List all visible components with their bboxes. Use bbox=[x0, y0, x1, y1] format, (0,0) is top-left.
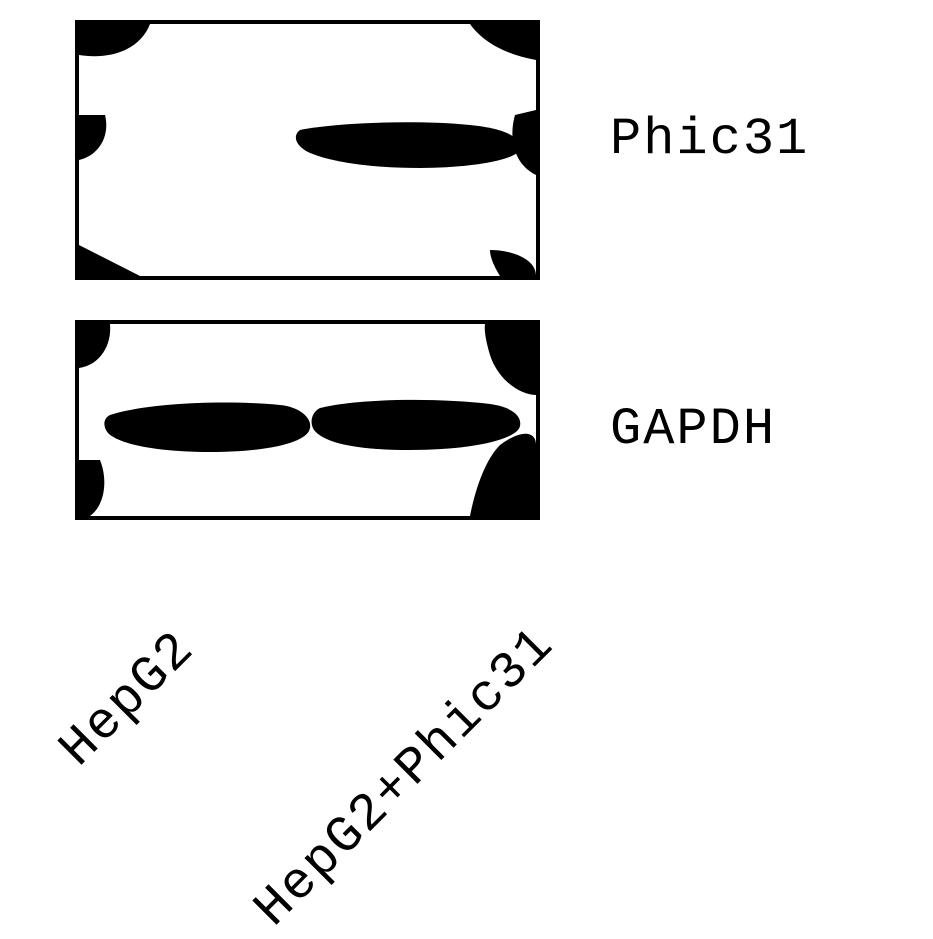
edge-artifact-7 bbox=[485, 324, 536, 395]
edge-artifact-9 bbox=[470, 434, 536, 516]
edge-artifact-4 bbox=[79, 245, 140, 276]
edge-artifact-2 bbox=[79, 115, 106, 160]
row-label-gapdh: GAPDH bbox=[610, 400, 776, 459]
band-gapdh_lane2 bbox=[312, 400, 521, 450]
edge-artifact-1 bbox=[470, 24, 536, 60]
edge-artifact-8 bbox=[79, 460, 104, 516]
band-phic31_lane2 bbox=[296, 122, 520, 168]
band-gapdh_lane1 bbox=[104, 402, 310, 452]
edge-artifact-6 bbox=[79, 324, 110, 368]
figure-container: Phic31 GAPDH HepG2 HepG2+Phic31 bbox=[0, 0, 933, 894]
edge-artifact-5 bbox=[490, 250, 536, 276]
row-label-phic31: Phic31 bbox=[610, 110, 809, 169]
edge-artifact-0 bbox=[79, 24, 150, 56]
